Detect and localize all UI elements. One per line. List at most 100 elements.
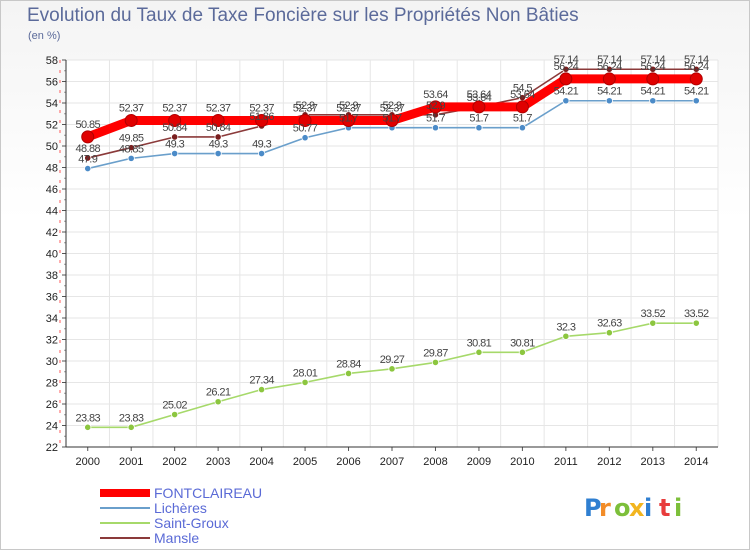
y-tick-label: 38 [46,270,58,282]
data-label-saint-groux: 33.52 [641,308,666,320]
x-tick-label: 2012 [597,456,621,468]
data-point-saint-groux [649,319,657,327]
data-point-saint-groux [475,348,483,356]
y-tick-label: 40 [46,249,58,261]
data-point-mansle [171,133,179,141]
data-label-fontclaireau: 53.64 [423,89,448,101]
logo-letter: o [614,494,631,522]
logo-letter: i [644,494,652,522]
y-tick-label: 44 [46,206,58,218]
logo-letter: t [659,494,670,522]
legend-label-fontclaireau: FONTCLAIREAU [154,485,262,501]
data-label-saint-groux: 32.63 [597,318,622,330]
data-point-fontclaireau [559,72,573,86]
data-label-saint-groux: 25.02 [162,400,187,412]
data-point-fontclaireau [472,100,486,114]
x-tick-label: 2006 [336,456,360,468]
y-tick-label: 26 [46,399,58,411]
data-label-mansle: 50.84 [206,122,231,134]
data-label-mansle: 53.64 [467,92,492,104]
x-tick-label: 2004 [249,456,273,468]
data-label-fontclaireau: 56.24 [684,61,709,73]
data-point-saint-groux [562,332,570,340]
y-tick-label: 50 [46,141,58,153]
data-point-fontclaireau [342,114,356,128]
data-label-lich-res: 54.21 [554,86,579,98]
data-label-saint-groux: 29.27 [380,354,405,366]
data-label-saint-groux: 33.52 [684,308,709,320]
data-label-fontclaireau: 56.24 [641,61,666,73]
data-point-saint-groux [388,365,396,373]
data-point-fontclaireau [255,114,269,128]
data-point-fontclaireau [298,114,312,128]
data-point-fontclaireau [602,72,616,86]
data-label-fontclaireau: 56.24 [554,61,579,73]
logo-letter: r [599,494,611,522]
data-label-saint-groux: 23.83 [119,412,144,424]
data-point-lich-res [431,124,440,132]
data-label-fontclaireau: 52.37 [119,103,144,115]
data-label-mansle: 57.14 [597,54,622,66]
x-tick-label: 2007 [380,456,404,468]
data-label-saint-groux: 29.87 [423,347,448,359]
y-tick-label: 30 [46,356,58,368]
y-tick-label: 28 [46,378,58,390]
data-point-lich-res [257,149,266,158]
data-label-fontclaireau: 52.37 [206,103,231,115]
logo-letter: i [674,494,682,522]
data-label-fontclaireau: 50.85 [75,119,100,131]
data-point-fontclaireau [81,130,95,144]
data-label-lich-res: 49.3 [209,139,228,151]
data-point-saint-groux [84,423,92,431]
data-label-mansle: 52.9 [426,100,445,112]
data-label-lich-res: 47.9 [78,154,97,166]
y-tick-label: 32 [46,335,58,347]
data-label-mansle: 48.88 [75,143,100,155]
y-tick-label: 54 [46,98,58,110]
data-label-fontclaireau: 53.64 [510,89,535,101]
data-point-saint-groux [431,358,440,366]
x-tick-label: 2005 [293,456,317,468]
y-tick-label: 24 [46,421,58,433]
legend-label-saint-groux: Saint-Groux [154,515,229,531]
legend-label-lich-res: Lichères [154,500,207,516]
data-label-fontclaireau: 52.37 [336,103,361,115]
data-label-lich-res: 51.7 [382,113,401,125]
data-label-mansle: 52.9 [339,100,358,112]
data-label-saint-groux: 28.84 [336,358,361,370]
x-tick-label: 2001 [119,456,143,468]
chart-title: Evolution du Taux de Taxe Foncière sur l… [27,5,579,26]
data-point-saint-groux [344,369,353,378]
data-point-saint-groux [518,348,527,356]
data-point-saint-groux [692,319,700,327]
data-point-lich-res [301,134,309,142]
data-point-lich-res [214,149,222,158]
data-label-mansle: 50.84 [162,122,187,134]
data-label-mansle: 57.14 [641,54,666,66]
data-label-mansle: 49.85 [119,133,144,145]
y-axis-unit-label: (en %) [28,30,61,42]
y-tick-label: 34 [46,313,58,325]
data-label-saint-groux: 26.21 [206,387,231,399]
data-point-fontclaireau [515,100,529,114]
data-point-lich-res [84,164,92,173]
data-label-fontclaireau: 52.37 [293,103,318,115]
data-point-saint-groux [127,423,135,431]
x-tick-label: 2013 [641,456,665,468]
data-point-lich-res [475,124,483,132]
data-point-lich-res [605,97,613,105]
data-label-mansle: 52.9 [296,100,315,112]
data-label-saint-groux: 23.83 [75,412,100,424]
data-label-saint-groux: 32.3 [556,321,575,333]
logo-letter: P [584,494,602,522]
data-label-mansle: 57.14 [684,54,709,66]
data-label-fontclaireau: 53.64 [467,89,492,101]
y-tick-label: 22 [46,442,58,454]
data-label-saint-groux: 27.34 [249,375,274,387]
x-tick-label: 2014 [684,456,708,468]
data-point-lich-res [171,149,179,158]
data-point-saint-groux [214,398,222,406]
data-point-lich-res [692,97,700,105]
data-label-mansle: 52.9 [382,100,401,112]
